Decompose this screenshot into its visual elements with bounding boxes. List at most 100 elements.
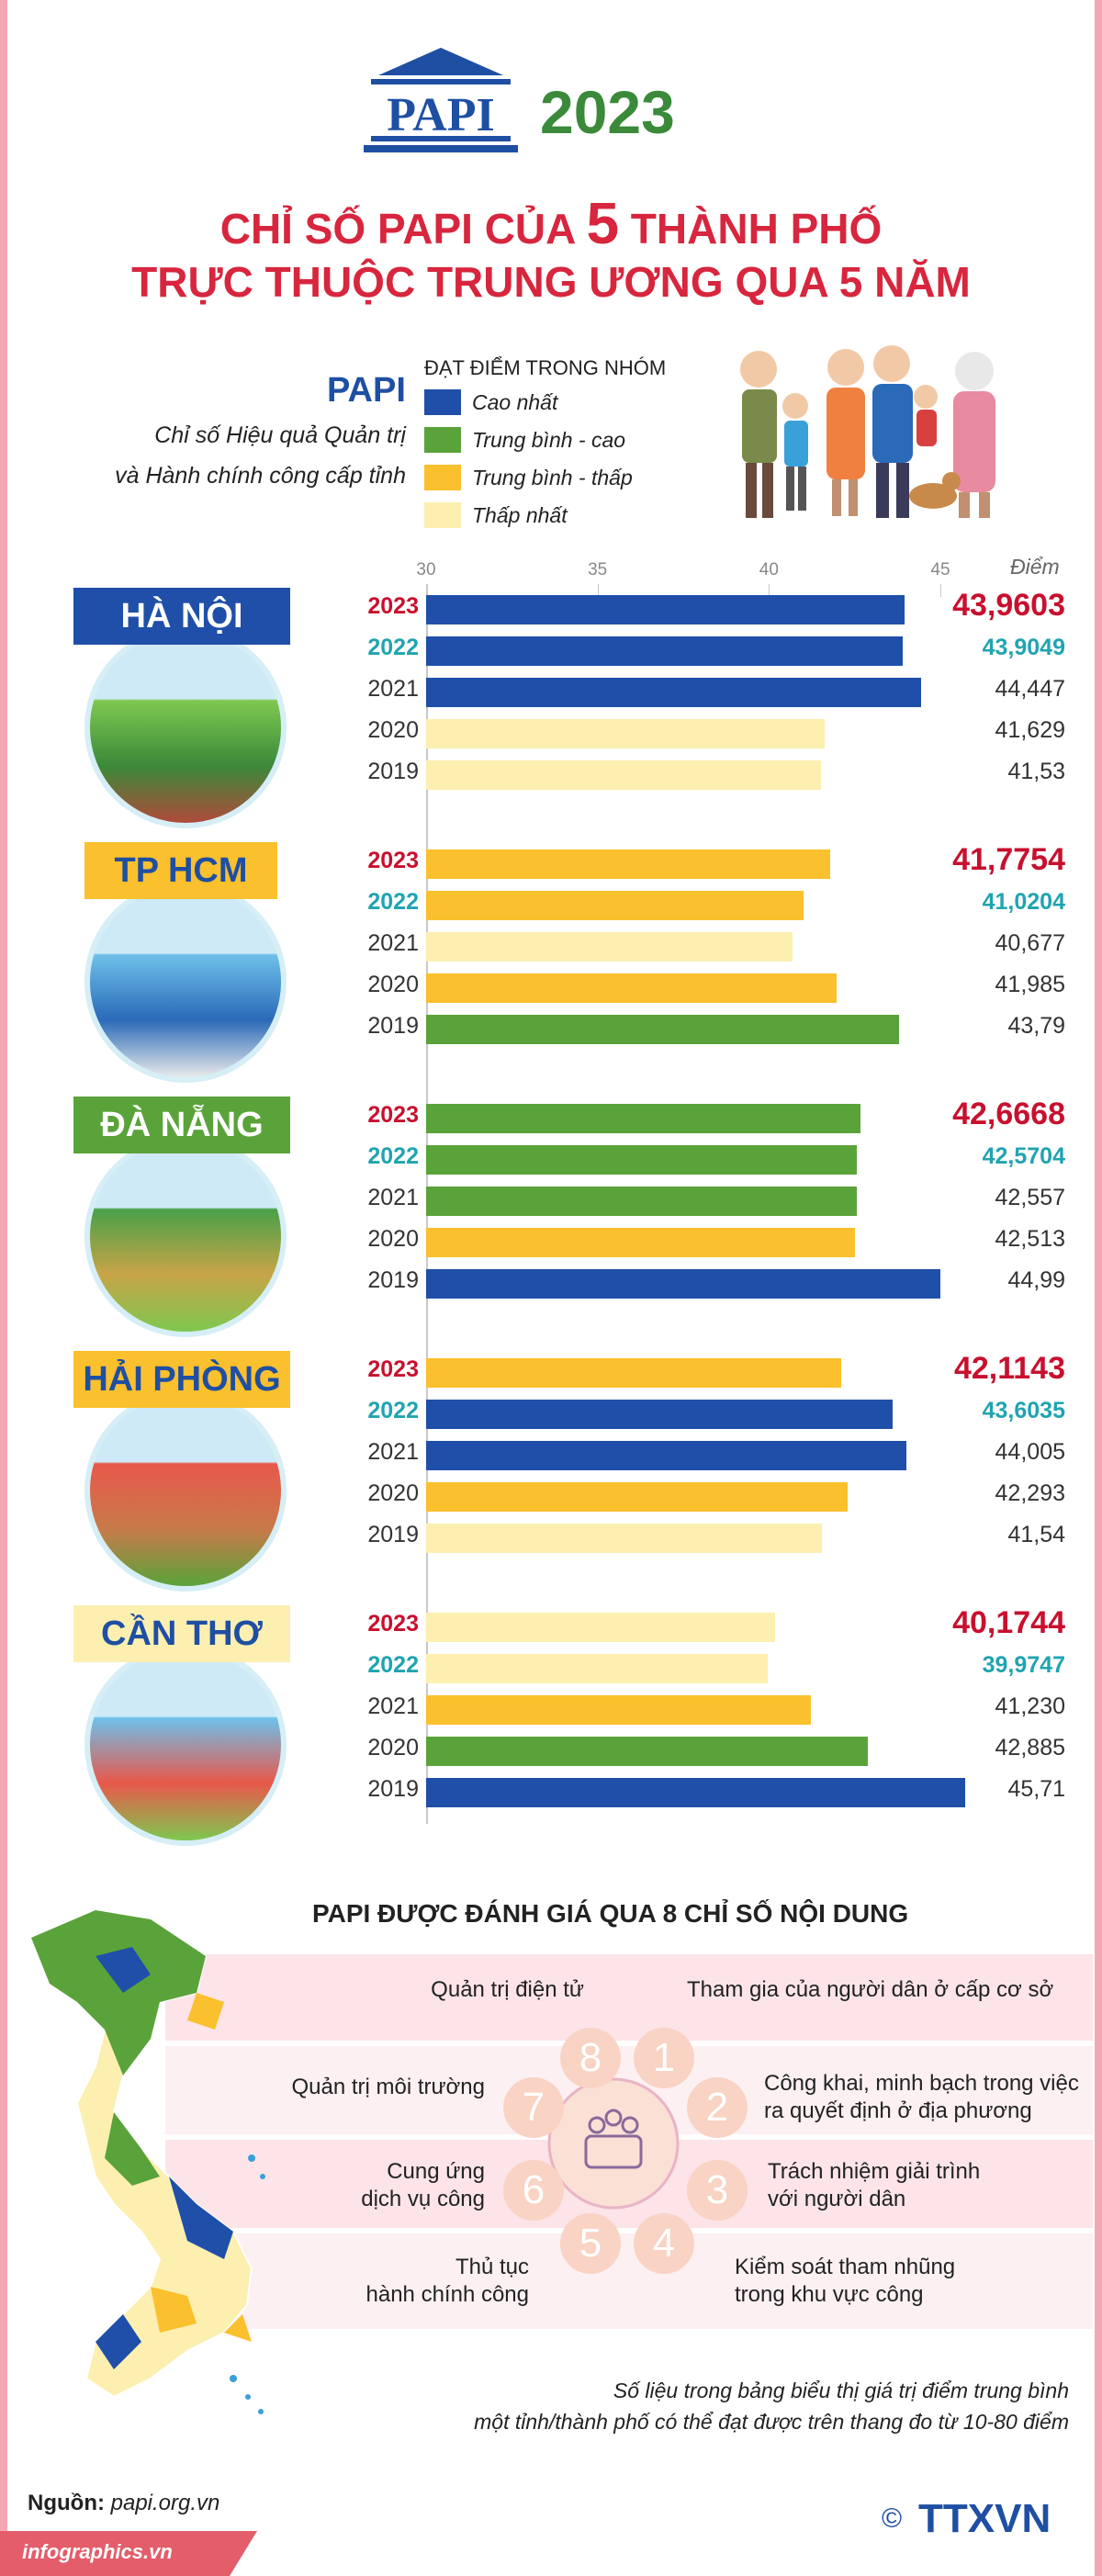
- bar-year-label: 2021: [367, 1185, 419, 1210]
- vietnam-map: [29, 1908, 265, 2414]
- page-frame-left: [0, 0, 7, 2576]
- city-name: CẦN THƠ: [73, 1605, 290, 1662]
- index-label-7: Quản trị môi trường: [291, 2075, 485, 2099]
- bar: [426, 1441, 906, 1470]
- bar-year-label: 2023: [367, 1611, 419, 1637]
- bar: [426, 1358, 842, 1388]
- legend-swatch: [424, 389, 461, 415]
- bar-value-label: 41,230: [995, 1693, 1065, 1719]
- x-tick-label: 30: [416, 560, 436, 579]
- city-photo: [84, 626, 287, 828]
- bar-year-label: 2020: [367, 1226, 419, 1252]
- legend-desc-line1: Chỉ số Hiệu quả Quản trị: [154, 422, 406, 448]
- bar-value-label: 42,557: [995, 1185, 1065, 1210]
- index-number-4: 4: [634, 2213, 694, 2274]
- bar-year-label: 2022: [367, 889, 419, 915]
- bar-year-label: 2022: [367, 1652, 419, 1678]
- bar-year-label: 2022: [367, 1398, 419, 1423]
- copyright-symbol: ©: [882, 2503, 903, 2534]
- source-label: Nguồn:: [28, 2491, 105, 2515]
- bar: [426, 849, 830, 879]
- city-name: ĐÀ NẴNG: [73, 1097, 290, 1153]
- index-number-8: 8: [560, 2028, 621, 2088]
- bar: [426, 1695, 812, 1725]
- source-value: papi.org.vn: [110, 2491, 220, 2515]
- x-tick-label: 35: [588, 560, 608, 579]
- x-gridline: [597, 584, 599, 597]
- bar: [426, 1737, 869, 1766]
- bar-year-label: 2021: [367, 930, 419, 956]
- city-photo: [84, 1644, 287, 1846]
- bar-value-label: 41,0204: [982, 889, 1065, 915]
- index-label-5: Thủ tục hành chính công: [365, 2255, 529, 2307]
- bar: [426, 1613, 775, 1642]
- bar-value-label: 41,7754: [952, 842, 1065, 877]
- city-name: HẢI PHÒNG: [73, 1351, 290, 1408]
- index-label-8: Quản trị điện tử: [431, 1977, 584, 2002]
- bar-year-label: 2021: [367, 1693, 419, 1719]
- city-name: HÀ NỘI: [73, 588, 290, 645]
- bar-year-label: 2022: [367, 1143, 419, 1169]
- bar-year-label: 2023: [367, 1102, 419, 1128]
- bar-year-label: 2019: [367, 1522, 419, 1547]
- legend-swatch: [424, 427, 461, 453]
- x-gridline: [940, 584, 941, 597]
- legend-swatch: [424, 502, 461, 528]
- logo-text: PAPI: [387, 89, 494, 141]
- main-title-line1: CHỈ SỐ PAPI CỦA 5 THÀNH PHỐ: [0, 189, 1102, 257]
- bar-year-label: 2023: [367, 1356, 419, 1382]
- bar: [426, 1654, 769, 1683]
- bar-value-label: 41,54: [1007, 1522, 1065, 1547]
- bar: [426, 636, 904, 666]
- x-tick-label: 45: [930, 560, 950, 579]
- city-photo: [84, 1389, 287, 1592]
- legend-label: Thấp nhất: [472, 502, 568, 527]
- index-label-1: Tham gia của người dân ở cấp cơ sở: [687, 1977, 1054, 2002]
- bar: [426, 1104, 860, 1133]
- x-gridline: [769, 584, 770, 597]
- legend-label: Trung bình - cao: [472, 427, 626, 452]
- index-number-1: 1: [634, 2028, 694, 2088]
- index-number-3: 3: [687, 2160, 748, 2221]
- bar-value-label: 43,79: [1007, 1013, 1065, 1039]
- bar-value-label: 42,885: [995, 1735, 1065, 1760]
- bar-year-label: 2020: [367, 1480, 419, 1506]
- bar-year-label: 2020: [367, 1735, 419, 1760]
- index-label-4: Kiểm soát tham nhũng trong khu vực công: [735, 2255, 956, 2307]
- bar-year-label: 2019: [367, 1776, 419, 1802]
- agency-logo-text: TTXVN: [918, 2496, 1051, 2541]
- papi-logo: PAPI: [364, 48, 518, 152]
- bar-value-label: 44,447: [995, 676, 1065, 702]
- index-number-7: 7: [503, 2077, 564, 2138]
- bar-year-label: 2020: [367, 717, 419, 743]
- city-name: TP HCM: [84, 842, 277, 899]
- bar: [426, 1482, 848, 1512]
- bar-year-label: 2023: [367, 848, 419, 873]
- bar-value-label: 39,9747: [982, 1652, 1065, 1678]
- legend-desc-line2: và Hành chính công cấp tỉnh: [115, 463, 406, 489]
- bar-value-label: 45,71: [1007, 1776, 1065, 1802]
- bar-value-label: 43,6035: [982, 1398, 1065, 1423]
- bar: [426, 760, 822, 790]
- title-line1-post: THÀNH PHỐ: [619, 205, 883, 253]
- bar-value-label: 43,9049: [982, 635, 1065, 660]
- people-meeting-icon: [547, 2077, 680, 2210]
- footnote-line2: một tỉnh/thành phố có thể đạt được trên …: [474, 2410, 1069, 2434]
- bar: [426, 1400, 893, 1429]
- bar-year-label: 2020: [367, 972, 419, 997]
- bar-value-label: 42,513: [995, 1226, 1065, 1252]
- bar-value-label: 42,293: [995, 1480, 1065, 1506]
- index-label-6: Cung ứng dịch vụ công: [361, 2159, 485, 2211]
- bar-value-label: 44,005: [995, 1439, 1065, 1465]
- bar: [426, 1145, 858, 1175]
- legend-item-thap-nhat: Thấp nhất: [424, 502, 568, 528]
- bar: [426, 719, 826, 748]
- indices-title: PAPI ĐƯỢC ĐÁNH GIÁ QUA 8 CHỈ SỐ NỘI DUNG: [312, 1899, 909, 1928]
- main-title-line2: TRỰC THUỘC TRUNG ƯƠNG QUA 5 NĂM: [131, 258, 971, 306]
- city-photo: [84, 881, 287, 1083]
- bar-year-label: 2022: [367, 635, 419, 660]
- bar-value-label: 41,985: [995, 972, 1065, 997]
- bar-year-label: 2021: [367, 676, 419, 702]
- index-band-4: [165, 2233, 1093, 2329]
- legend-label: Trung bình - thấp: [472, 465, 633, 489]
